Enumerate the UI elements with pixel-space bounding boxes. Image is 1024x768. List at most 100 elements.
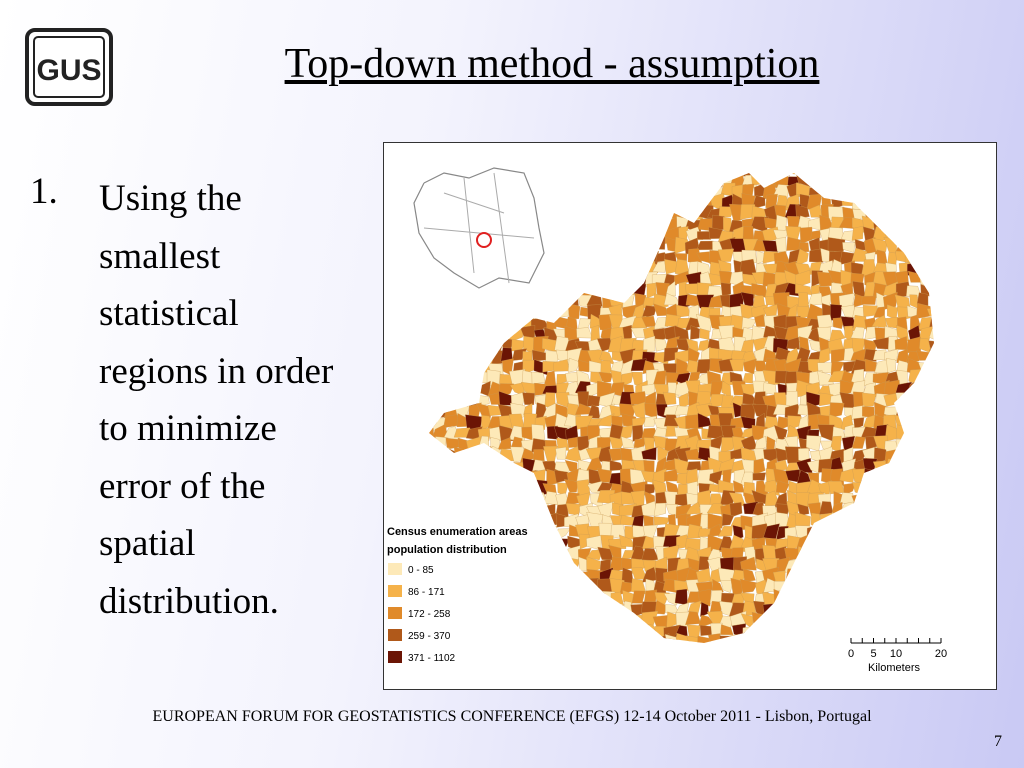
map-area — [929, 523, 934, 539]
map-area — [687, 173, 702, 179]
map-area — [740, 556, 757, 571]
map-area — [863, 560, 879, 574]
map-area — [905, 227, 922, 241]
map-area — [620, 436, 635, 449]
map-area — [611, 623, 626, 638]
map-area — [806, 646, 823, 661]
map-area — [523, 557, 534, 574]
map-area — [456, 600, 472, 615]
map-area — [883, 548, 897, 561]
map-area — [830, 348, 846, 363]
map-area — [429, 361, 439, 371]
map-area — [796, 578, 812, 594]
map-area — [884, 448, 901, 464]
map-area — [519, 634, 537, 643]
map-area — [576, 479, 591, 497]
map-area — [545, 173, 555, 174]
map-area — [598, 637, 612, 643]
map-area — [776, 646, 789, 661]
map-area — [454, 173, 472, 175]
map-area — [884, 469, 898, 485]
map-area — [862, 591, 878, 606]
map-area — [433, 567, 450, 582]
map-area — [457, 327, 472, 341]
map-area — [543, 571, 558, 581]
map-area — [610, 227, 626, 243]
legend-label: 86 - 171 — [408, 587, 445, 598]
map-area — [930, 512, 934, 527]
map-area — [905, 215, 922, 231]
map-area — [508, 306, 527, 321]
map-area — [446, 295, 458, 310]
map-area — [873, 547, 889, 563]
map-area — [544, 536, 557, 552]
map-area — [641, 633, 658, 643]
map-area — [918, 578, 930, 594]
map-area — [831, 512, 844, 530]
map-area — [938, 525, 955, 541]
map-area — [434, 436, 447, 452]
map-area — [685, 183, 701, 199]
map-area — [565, 193, 582, 207]
map-area — [850, 516, 869, 529]
map-area — [919, 226, 932, 244]
map-area — [775, 214, 787, 234]
map-area — [565, 637, 582, 643]
map-area — [623, 205, 636, 222]
map-area — [557, 634, 571, 643]
map-area — [662, 173, 681, 178]
map-area — [918, 556, 934, 573]
map-area — [553, 261, 570, 275]
map-area — [512, 283, 524, 299]
map-area — [849, 567, 865, 585]
map-area — [872, 501, 890, 519]
map-area — [797, 611, 814, 628]
map-area — [861, 547, 878, 563]
map-area — [773, 581, 791, 592]
map-area — [774, 633, 789, 643]
map-area — [600, 626, 615, 639]
map-area — [927, 392, 934, 409]
map-area — [642, 173, 658, 184]
map-area — [886, 578, 900, 594]
map-area — [676, 186, 691, 200]
map-area — [531, 273, 548, 288]
map-area — [931, 370, 934, 382]
map-area — [887, 304, 898, 320]
map-area — [498, 559, 516, 571]
map-area — [570, 645, 579, 660]
map-area — [907, 204, 921, 222]
map-area — [498, 281, 513, 299]
map-area — [634, 622, 646, 638]
map-area — [631, 249, 648, 266]
map-area — [696, 314, 713, 332]
map-area — [684, 192, 702, 211]
map-area — [533, 590, 546, 607]
map-area — [918, 362, 933, 372]
map-area — [620, 182, 637, 200]
map-area — [499, 493, 517, 508]
map-area — [688, 173, 700, 188]
map-area — [465, 613, 483, 629]
map-area — [480, 501, 493, 517]
logo-text: GUS — [36, 54, 101, 87]
map-area — [774, 173, 791, 176]
map-area — [513, 588, 525, 607]
map-area — [930, 503, 934, 517]
map-area — [917, 446, 931, 461]
map-area — [873, 512, 890, 528]
map-area — [520, 601, 537, 618]
map-area — [500, 589, 516, 606]
map-area — [917, 605, 932, 616]
map-area — [817, 646, 833, 660]
map-area — [841, 568, 855, 584]
map-area — [895, 439, 911, 454]
map-area — [664, 194, 681, 212]
map-area — [466, 436, 482, 451]
map-area — [499, 478, 517, 497]
map-area — [720, 624, 734, 636]
map-area — [567, 436, 579, 448]
map-area — [620, 173, 634, 186]
map-area — [674, 194, 691, 209]
map-area — [895, 524, 911, 541]
